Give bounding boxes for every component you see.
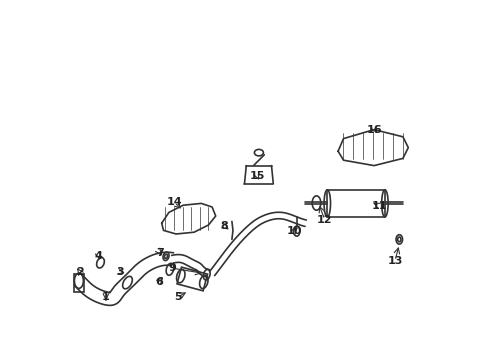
Text: 8: 8	[220, 221, 227, 231]
Text: 4: 4	[95, 251, 102, 261]
Text: 9: 9	[168, 263, 176, 273]
Text: 15: 15	[249, 171, 264, 181]
Text: 3: 3	[116, 267, 124, 277]
Text: 2: 2	[76, 267, 83, 277]
Text: 12: 12	[316, 215, 332, 225]
Text: 13: 13	[386, 256, 402, 266]
Text: 14: 14	[166, 197, 182, 207]
Text: 10: 10	[286, 226, 301, 236]
Bar	[326, 190, 384, 217]
Bar	[177, 267, 207, 291]
Text: 6: 6	[155, 276, 163, 287]
Text: 1: 1	[102, 292, 109, 302]
Text: 16: 16	[366, 125, 382, 135]
Text: 11: 11	[371, 201, 386, 211]
Text: 5: 5	[174, 292, 182, 302]
Bar	[73, 274, 84, 292]
Text: 7: 7	[156, 248, 163, 258]
